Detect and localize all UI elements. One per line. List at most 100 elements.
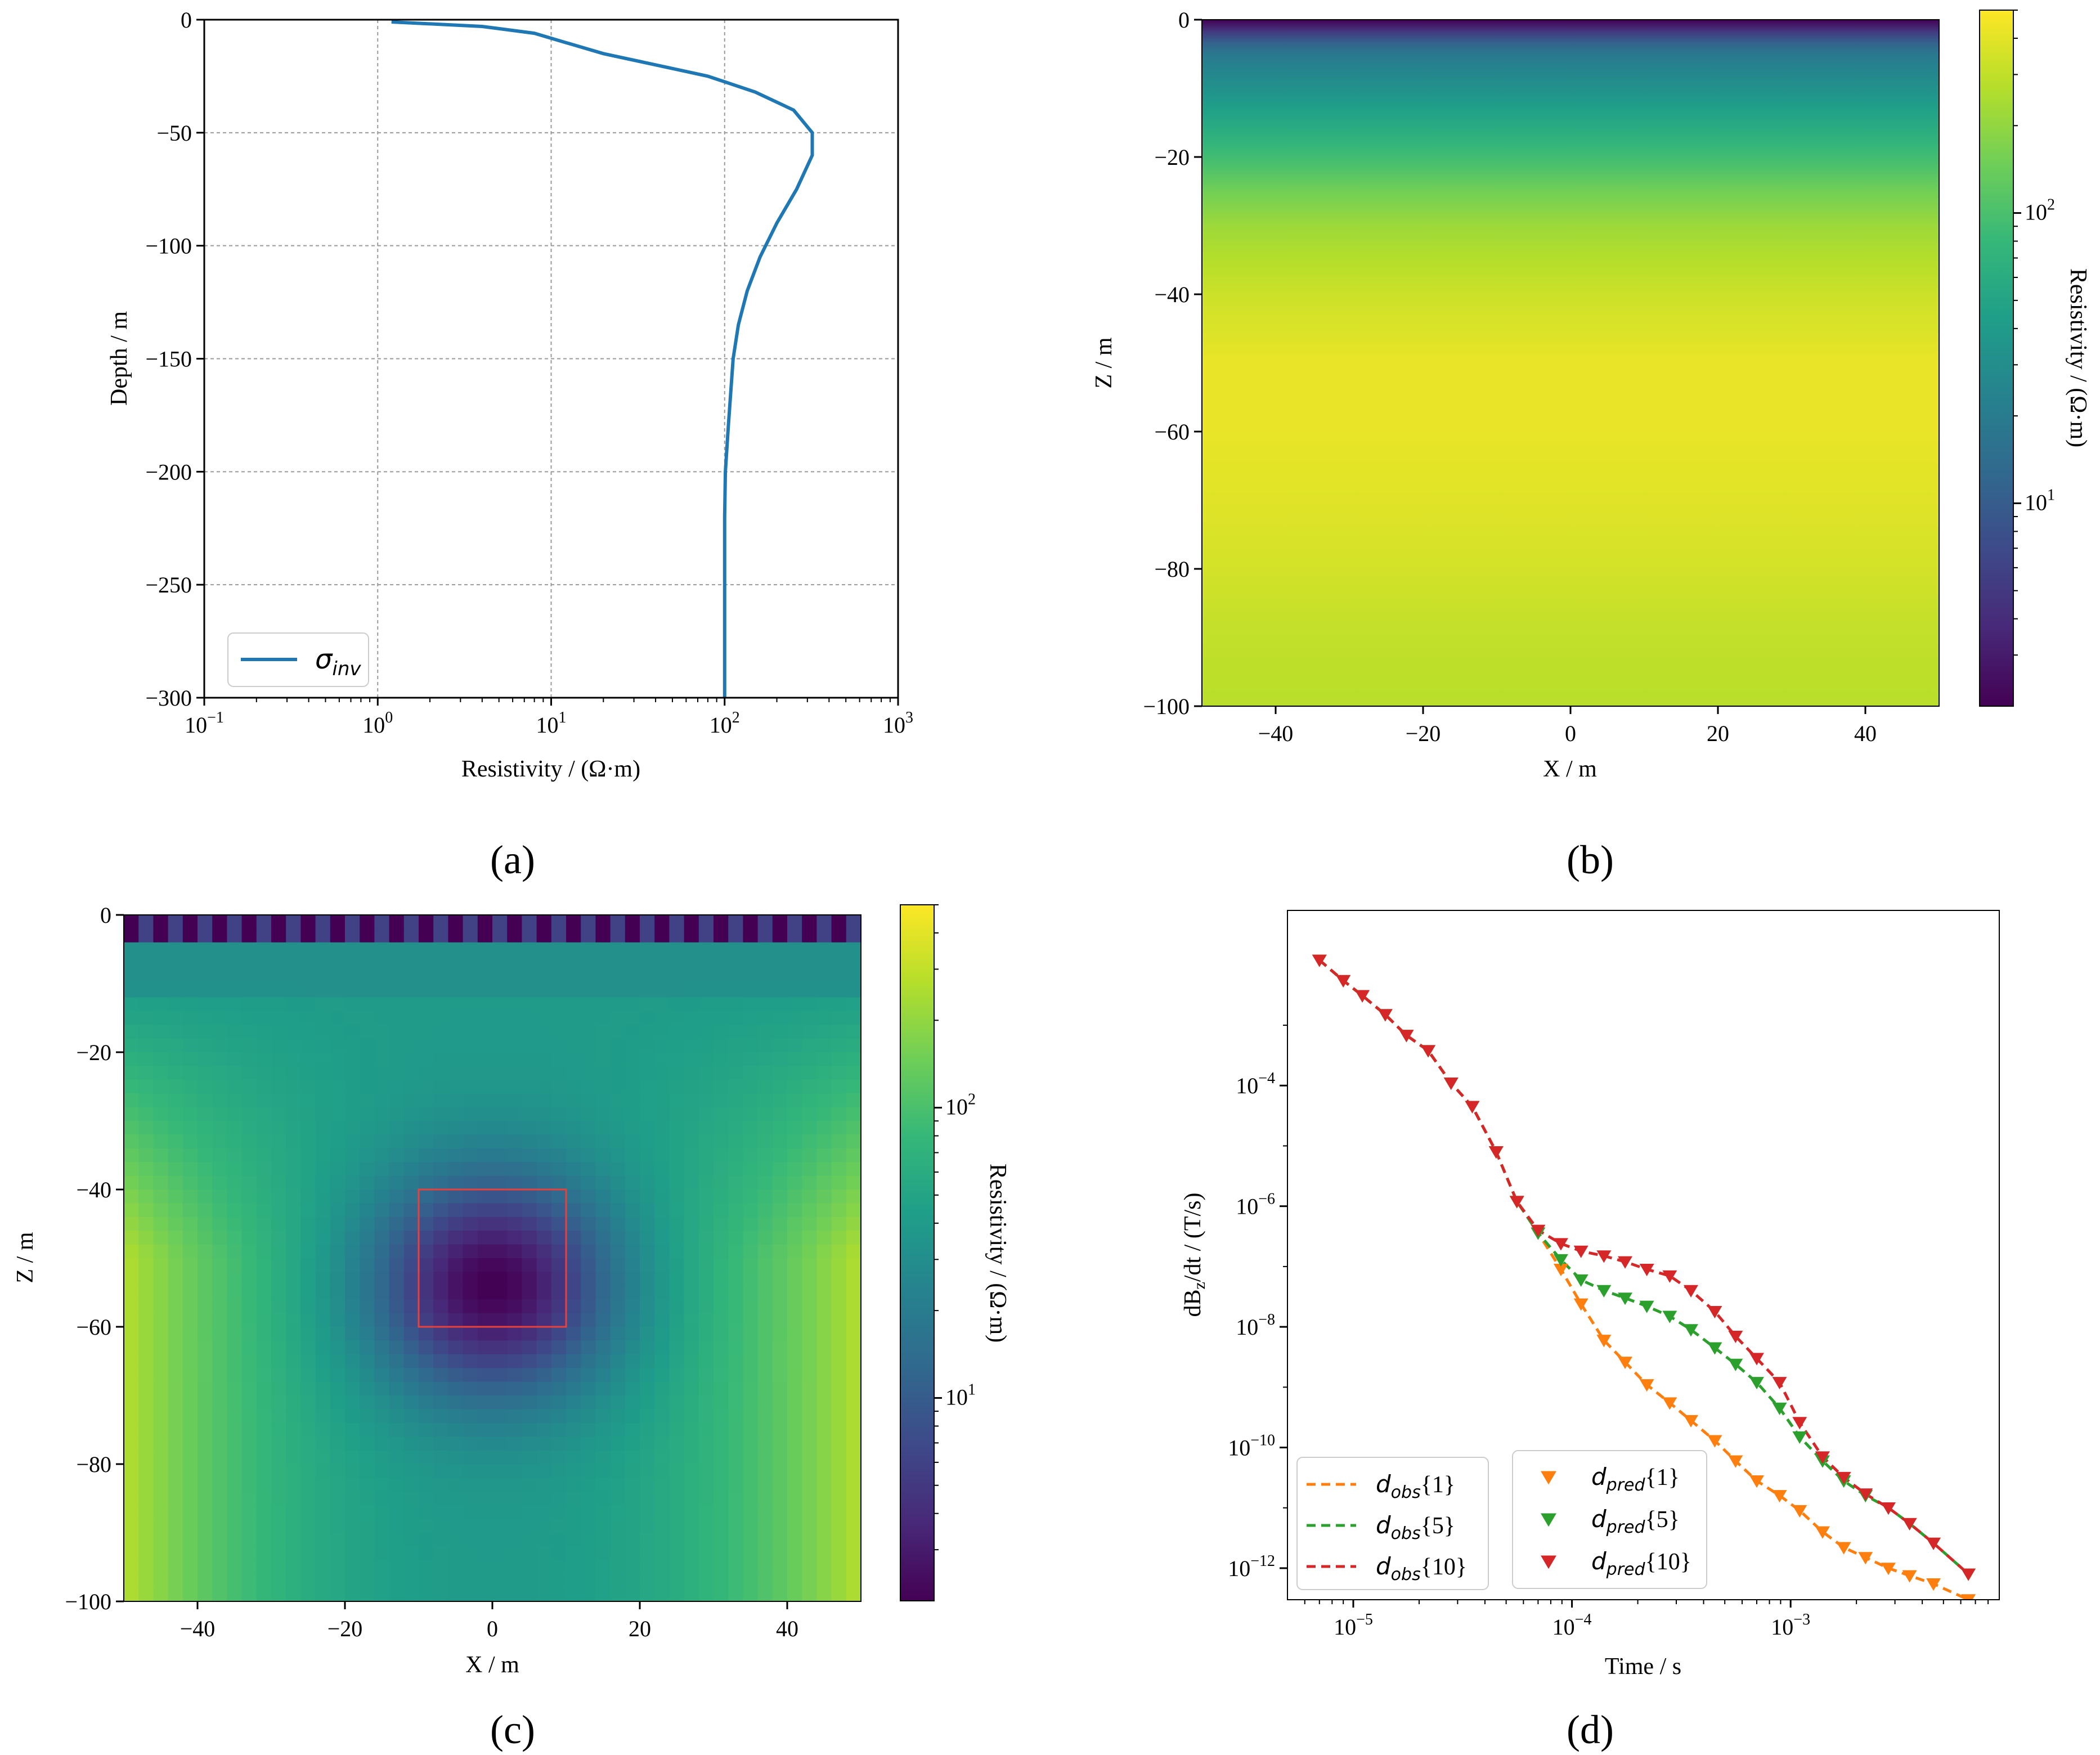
heatmap-cell	[433, 1162, 449, 1177]
heatmap-cell	[566, 1546, 581, 1561]
heatmap-cell	[256, 1272, 272, 1286]
heatmap-cell	[227, 1491, 243, 1506]
heatmap-cell	[846, 1203, 861, 1218]
heatmap-cell	[389, 1437, 405, 1451]
heatmap-cell	[669, 1285, 685, 1300]
heatmap-cell	[831, 915, 847, 930]
heatmap-cell	[669, 1134, 685, 1149]
heatmap-cell	[595, 1244, 611, 1259]
heatmap-cell	[241, 1011, 257, 1025]
heatmap-cell	[551, 1258, 567, 1273]
marker-d_pred{1}	[1553, 1264, 1568, 1277]
heatmap-cell	[507, 1587, 523, 1602]
heatmap-cell	[846, 1285, 861, 1300]
heatmap-cell	[477, 1175, 493, 1190]
heatmap-cell	[124, 969, 139, 984]
heatmap-cell	[389, 1340, 405, 1355]
panel-b-xlabel: X / m	[1543, 756, 1597, 782]
heatmap-cell	[227, 1437, 243, 1451]
heatmap-cell	[566, 1203, 581, 1218]
heatmap-cell	[581, 1519, 596, 1533]
heatmap-cell	[581, 1560, 596, 1574]
heatmap-cell	[433, 1079, 449, 1094]
heatmap-cell	[138, 1381, 154, 1396]
heatmap-cell	[448, 1409, 464, 1424]
heatmap-cell	[315, 1381, 331, 1396]
heatmap-cell	[757, 1327, 773, 1341]
heatmap-cell	[536, 1574, 552, 1588]
heatmap-cell	[610, 1395, 626, 1410]
heatmap-cell	[831, 1313, 847, 1327]
heatmap-cell	[300, 1422, 316, 1437]
heatmap-cell	[566, 1354, 581, 1368]
heatmap-cell	[669, 1354, 685, 1368]
heatmap-cell	[536, 1422, 552, 1437]
heatmap-cell	[743, 1285, 759, 1300]
heatmap-cell	[654, 1038, 670, 1053]
heatmap-cell	[787, 1395, 802, 1410]
heatmap-cell	[271, 1519, 286, 1533]
heatmap-cell	[389, 1025, 405, 1039]
heatmap-cell	[743, 1175, 759, 1190]
heatmap-cell	[153, 1505, 169, 1520]
heatmap-cell	[492, 1134, 508, 1149]
heatmap-cell	[271, 1381, 286, 1396]
heatmap-cell	[168, 1560, 183, 1574]
heatmap-cell	[698, 1134, 714, 1149]
heatmap-cell	[728, 1285, 744, 1300]
marker-d_pred{1}	[1902, 1570, 1917, 1583]
heatmap-cell	[802, 1258, 818, 1273]
heatmap-cell	[360, 1121, 375, 1135]
heatmap-cell	[403, 1162, 419, 1177]
heatmap-cell	[477, 1285, 493, 1300]
heatmap-cell	[227, 1079, 243, 1094]
heatmap-cell	[256, 984, 272, 998]
heatmap-cell	[492, 1244, 508, 1259]
heatmap-cell	[360, 1134, 375, 1149]
heatmap-cell	[625, 956, 640, 971]
heatmap-cell	[345, 1450, 360, 1465]
heatmap-cell	[536, 1175, 552, 1190]
heatmap-cell	[286, 1464, 302, 1479]
heatmap-cell	[787, 1093, 802, 1108]
heatmap-cell	[403, 1299, 419, 1314]
heatmap-cell	[625, 1272, 640, 1286]
heatmap-cell	[124, 1011, 139, 1025]
heatmap-cell	[212, 1190, 228, 1204]
heatmap-cell	[330, 969, 345, 984]
legend-tail: {10}	[1645, 1549, 1691, 1575]
marker-d_pred{1}	[1662, 1397, 1677, 1410]
heatmap-cell	[286, 1491, 302, 1506]
heatmap-cell	[757, 928, 773, 943]
heatmap-cell	[271, 1546, 286, 1561]
heatmap-cell	[625, 1478, 640, 1492]
heatmap-cell	[846, 1478, 861, 1492]
marker-d_pred{10}	[1684, 1285, 1699, 1298]
heatmap-cell	[182, 1505, 198, 1520]
heatmap-cell	[315, 1258, 331, 1273]
x-tick-label-base: 10	[185, 712, 207, 738]
heatmap-cell	[256, 969, 272, 984]
heatmap-cell	[389, 1148, 405, 1162]
heatmap-cell	[610, 1299, 626, 1314]
heatmap-cell	[492, 1354, 508, 1368]
heatmap-cell	[315, 1395, 331, 1410]
heatmap-cell	[315, 1491, 331, 1506]
heatmap-cell	[241, 1519, 257, 1533]
heatmap-cell	[315, 1217, 331, 1231]
heatmap-cell	[610, 1574, 626, 1588]
heatmap-cell	[831, 1175, 847, 1190]
heatmap-cell	[360, 1244, 375, 1259]
heatmap-cell	[374, 1368, 390, 1383]
heatmap-cell	[241, 1107, 257, 1121]
heatmap-cell	[300, 1340, 316, 1355]
heatmap-cell	[846, 1395, 861, 1410]
heatmap-cell	[610, 1148, 626, 1162]
heatmap-cell	[182, 1533, 198, 1547]
heatmap-cell	[757, 1258, 773, 1273]
heatmap-cell	[581, 1409, 596, 1424]
heatmap-cell	[345, 1478, 360, 1492]
heatmap-cell	[492, 1478, 508, 1492]
heatmap-cell	[757, 1038, 773, 1053]
